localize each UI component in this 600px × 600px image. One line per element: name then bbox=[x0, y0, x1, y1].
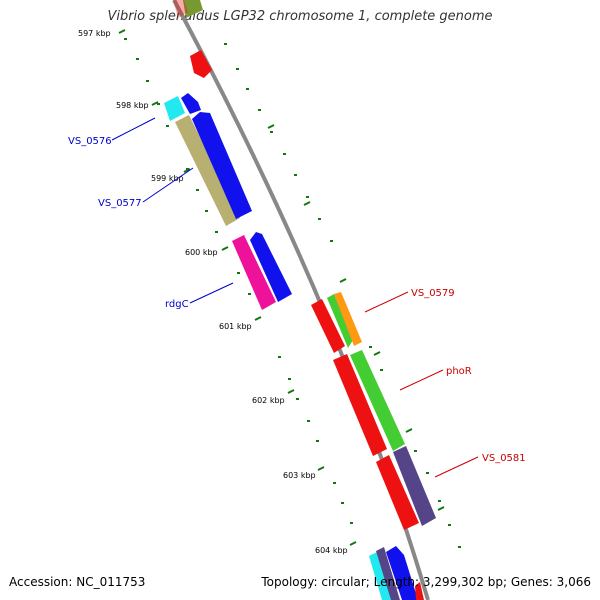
gene-vs0579-orange[interactable] bbox=[334, 292, 362, 346]
tick-label-601: 601 kbp bbox=[219, 322, 252, 331]
gene-label-phor[interactable]: phoR bbox=[446, 366, 472, 377]
gene-phor-red[interactable] bbox=[333, 354, 387, 456]
genome-summary-text: Topology: circular; Length: 3,299,302 bp… bbox=[261, 575, 591, 589]
gene-vs0581-slate[interactable] bbox=[393, 446, 436, 526]
gene-phor-green[interactable] bbox=[350, 350, 405, 451]
gene-red-bottom[interactable] bbox=[415, 582, 424, 600]
tick-label-603: 603 kbp bbox=[283, 471, 316, 480]
gene-vs0577-khaki[interactable] bbox=[175, 115, 240, 226]
gene-olive-top[interactable] bbox=[183, 0, 203, 18]
accession-text: Accession: NC_011753 bbox=[9, 575, 146, 589]
tick-label-600: 600 kbp bbox=[185, 248, 218, 257]
gene-label-rdgc[interactable]: rdgC bbox=[165, 299, 189, 310]
gene-vs0576-cyan[interactable] bbox=[164, 96, 185, 121]
tick-label-599: 599 kbp bbox=[151, 174, 184, 183]
gene-vs0577-blue[interactable] bbox=[192, 112, 252, 219]
gene-label-vs0576[interactable]: VS_0576 bbox=[68, 136, 112, 147]
inner-tick-track bbox=[124, 38, 353, 524]
gene-slate-bottom[interactable] bbox=[376, 547, 400, 600]
gene-red-small[interactable] bbox=[190, 50, 212, 78]
gene-rdgc-blue[interactable] bbox=[250, 232, 292, 302]
tick-label-604: 604 kbp bbox=[315, 546, 348, 555]
gene-label-vs0579[interactable]: VS_0579 bbox=[411, 288, 455, 299]
gene-vs0579-green[interactable] bbox=[327, 294, 353, 348]
tick-label-598: 598 kbp bbox=[116, 101, 149, 110]
label-leaders bbox=[111, 117, 479, 478]
gene-rdgc-magenta[interactable] bbox=[232, 235, 276, 310]
gene-cyan-bottom[interactable] bbox=[369, 552, 392, 600]
map-title: Vibrio splendidus LGP32 chromosome 1, co… bbox=[107, 9, 493, 24]
tick-label-597: 597 kbp bbox=[78, 29, 111, 38]
gene-blue-small[interactable] bbox=[181, 93, 201, 114]
gene-vs0581-red[interactable] bbox=[376, 455, 419, 530]
kbp-tick-marks bbox=[118, 29, 445, 546]
gene-vs0579-red[interactable] bbox=[311, 299, 345, 353]
gene-blue-bottom[interactable] bbox=[386, 546, 418, 600]
outer-tick-track bbox=[224, 43, 461, 548]
gene-label-vs0581[interactable]: VS_0581 bbox=[482, 453, 526, 464]
gene-label-vs0577[interactable]: VS_0577 bbox=[98, 198, 142, 209]
tick-label-602: 602 kbp bbox=[252, 396, 285, 405]
gene-red-top[interactable] bbox=[173, 0, 188, 18]
